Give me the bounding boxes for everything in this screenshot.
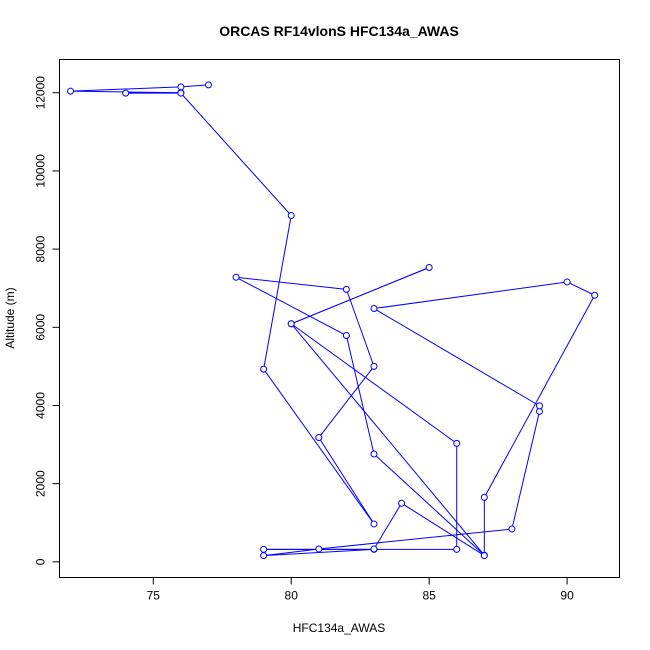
data-point	[480, 552, 488, 560]
series-line-segment	[483, 294, 596, 498]
data-point	[480, 493, 488, 501]
series-line-segment	[290, 323, 485, 556]
data-point	[591, 291, 599, 299]
data-point	[342, 285, 350, 293]
data-point	[122, 89, 130, 97]
series-line-segment	[291, 267, 430, 325]
data-point	[315, 545, 323, 553]
data-point	[287, 211, 295, 219]
data-point	[67, 87, 75, 95]
series-line-segment	[263, 215, 292, 370]
data-point	[453, 545, 461, 553]
series-line-segment	[373, 453, 485, 556]
series-line-segment	[345, 289, 375, 367]
data-point	[508, 525, 516, 533]
data-point	[453, 439, 461, 447]
data-point	[260, 552, 268, 560]
series-line-segment	[373, 502, 402, 550]
data-point	[204, 81, 212, 89]
series-line-segment	[263, 368, 375, 525]
series-line-segment	[511, 411, 540, 530]
series-line-segment	[263, 548, 319, 557]
series-line-segment	[180, 84, 209, 88]
y-axis: 0 2000 4000 6000 8000 10000 12000	[34, 76, 60, 565]
series-line-segment	[70, 86, 181, 92]
data-point	[425, 263, 433, 271]
data-point	[232, 273, 240, 281]
data-point	[177, 89, 185, 97]
x-axis: 75 80 85 90	[147, 577, 574, 603]
x-axis-label: HFC134a_AWAS	[293, 621, 385, 635]
data-point	[315, 434, 323, 442]
series	[67, 81, 599, 560]
data-point	[370, 520, 378, 528]
series-line-segment	[373, 308, 540, 407]
y-tick-label: 10000	[34, 154, 48, 188]
y-tick-label: 8000	[34, 235, 48, 262]
data-point	[370, 450, 378, 458]
series-line-segment	[373, 281, 568, 310]
series-line-segment	[566, 281, 595, 296]
data-point	[260, 365, 268, 373]
x-tick-label: 75	[147, 589, 161, 603]
y-tick-label: 4000	[34, 392, 48, 419]
series-line-segment	[290, 323, 458, 444]
series-line-segment	[345, 335, 375, 455]
series-line-segment	[235, 276, 347, 336]
data-point	[370, 362, 378, 370]
data-point	[342, 332, 350, 340]
data-point	[370, 305, 378, 313]
series-line-segment	[318, 437, 375, 525]
y-tick-label: 6000	[34, 314, 48, 341]
series-line-segment	[401, 502, 485, 557]
data-point	[287, 320, 295, 328]
data-point	[177, 83, 185, 91]
series-line-segment	[263, 548, 375, 557]
data-point	[536, 402, 543, 410]
data-point	[563, 278, 571, 286]
y-tick-label: 2000	[34, 470, 48, 497]
chart-title: ORCAS RF14vlonS HFC134a_AWAS	[219, 23, 459, 39]
y-axis-label: Altitude (m)	[3, 287, 17, 348]
data-point	[370, 545, 378, 553]
x-tick-label: 80	[285, 589, 299, 603]
series-line-segment	[180, 92, 292, 216]
x-tick-label: 85	[422, 589, 436, 603]
data-point	[398, 499, 406, 507]
series-line-segment	[318, 528, 512, 550]
y-tick-label: 12000	[34, 76, 48, 110]
series-line-segment	[235, 276, 347, 290]
series-line-segment	[318, 366, 375, 438]
data-point	[260, 545, 268, 553]
y-tick-label: 0	[34, 558, 48, 565]
x-tick-label: 90	[560, 589, 574, 603]
